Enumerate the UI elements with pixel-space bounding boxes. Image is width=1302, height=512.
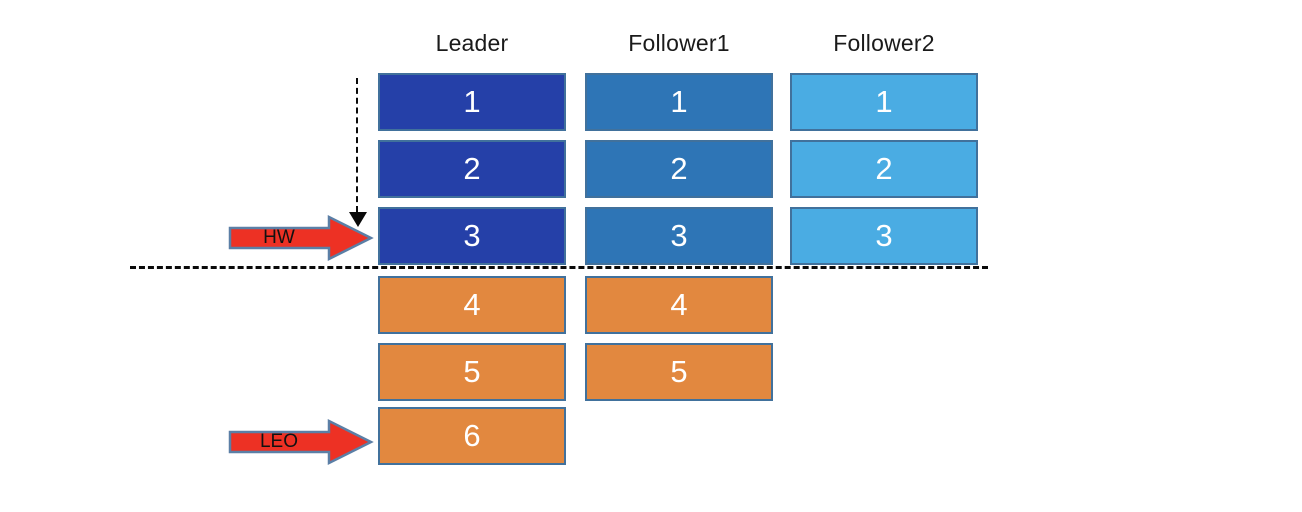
- log-block-leader-2: 2: [378, 140, 566, 198]
- column-header-leader: Leader: [435, 30, 509, 56]
- hw-arrow: HW: [228, 214, 374, 262]
- right-arrow-icon: [228, 214, 374, 262]
- column-header-follower1: Follower1: [628, 30, 730, 56]
- log-block-leader-1: 1: [378, 73, 566, 131]
- log-block-follower1-3: 3: [585, 207, 773, 265]
- log-block-leader-4: 4: [378, 276, 566, 334]
- high-watermark-dashed-line: [130, 266, 988, 269]
- log-block-leader-3: 3: [378, 207, 566, 265]
- log-block-follower1-5: 5: [585, 343, 773, 401]
- hw-vertical-arrowhead-icon: [349, 212, 367, 227]
- hw-arrow-label: HW: [263, 227, 295, 248]
- log-block-follower1-1: 1: [585, 73, 773, 131]
- log-block-follower2-1: 1: [790, 73, 978, 131]
- log-block-follower1-4: 4: [585, 276, 773, 334]
- leo-arrow-label: LEO: [259, 431, 299, 452]
- column-header-follower2: Follower2: [833, 30, 935, 56]
- right-arrow-icon: [228, 418, 374, 466]
- leo-arrow: LEO: [228, 418, 374, 466]
- log-block-follower1-2: 2: [585, 140, 773, 198]
- log-block-follower2-3: 3: [790, 207, 978, 265]
- hw-vertical-dashed-arrow-line: [356, 78, 358, 212]
- log-block-follower2-2: 2: [790, 140, 978, 198]
- log-block-leader-6: 6: [378, 407, 566, 465]
- log-block-leader-5: 5: [378, 343, 566, 401]
